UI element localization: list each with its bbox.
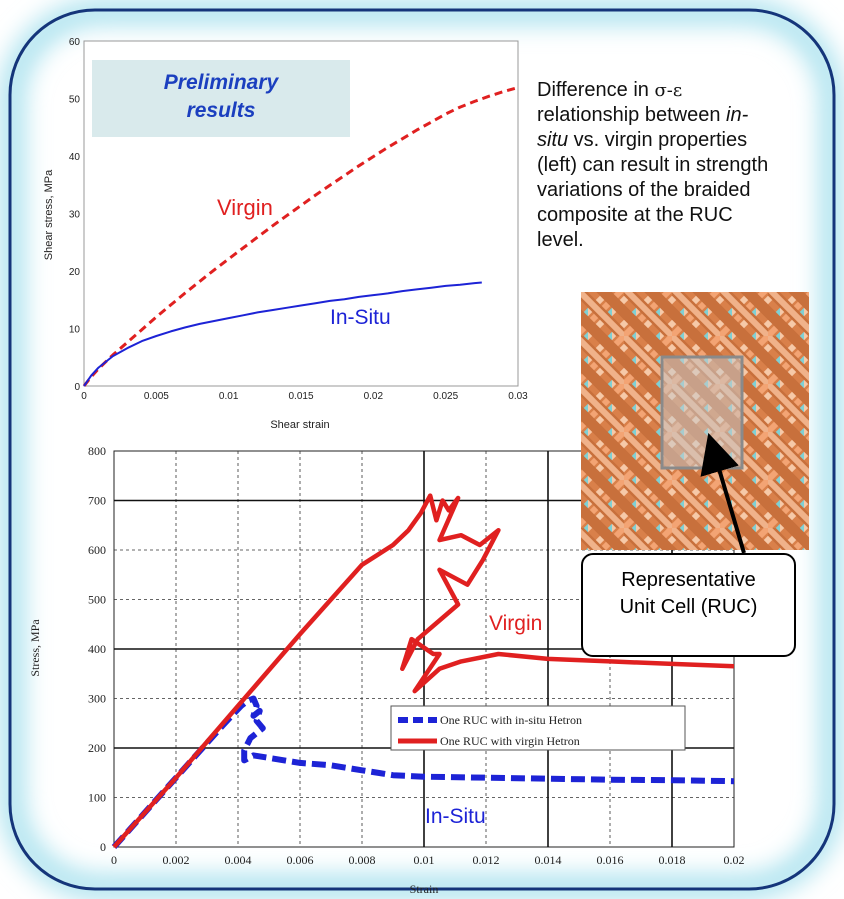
annotation-line6: composite at the RUC: [537, 204, 733, 226]
bottom-chart-series: [111, 493, 735, 850]
bottom-chart-ticks: 0 0.002 0.004 0.006 0.008 0.01 0.012 0.014 0.016…: [88, 444, 745, 867]
ytick-label: 600: [88, 543, 106, 557]
xtick-label: 0.016: [597, 853, 624, 867]
ruc-highlight: [660, 355, 744, 470]
ytick-label: 20: [69, 267, 81, 278]
xtick-label: 0.015: [288, 391, 313, 402]
xtick-label: 0.008: [349, 853, 376, 867]
preliminary-label: Preliminary results: [92, 69, 350, 125]
bottom-ylabel: Stress, MPa: [28, 619, 42, 677]
ytick-label: 40: [69, 152, 81, 163]
legend-label-insitu: One RUC with in-situ Hetron: [440, 713, 582, 727]
ytick-label: 0: [100, 840, 106, 854]
ytick-label: 200: [88, 741, 106, 755]
annotation-text: Difference in σ-ε relationship between i…: [537, 78, 837, 253]
annotation-line7: level.: [537, 229, 584, 251]
ytick-label: 0: [74, 382, 80, 393]
preliminary-box: [92, 60, 350, 137]
xtick-label: 0.014: [535, 853, 562, 867]
annotation-line3-rest: vs. virgin properties: [568, 129, 748, 151]
top-xlabel: Shear strain: [270, 419, 329, 431]
legend-box: [390, 705, 686, 751]
ytick-label: 30: [69, 210, 81, 221]
series-line-1: [83, 281, 482, 387]
xtick-label: 0.004: [225, 853, 252, 867]
ytick-label: 700: [88, 494, 106, 508]
braid-image: [581, 292, 809, 550]
ytick-label: 100: [88, 791, 106, 805]
bottom-virgin-label: Virgin: [489, 612, 543, 635]
xtick-label: 0.002: [163, 853, 190, 867]
ruc-callout-line2: Unit Cell (RUC): [619, 596, 758, 618]
xtick-label: 0.02: [364, 391, 384, 402]
ytick-label: 500: [88, 593, 106, 607]
annotation-line3-italic: situ: [537, 129, 569, 151]
xtick-label: 0.01: [414, 853, 435, 867]
ruc-arrow: [700, 432, 746, 554]
xtick-label: 0: [81, 391, 87, 402]
preliminary-line1: Preliminary: [163, 71, 279, 94]
ruc-callout-line1: Representative: [621, 569, 756, 591]
annotation-line5: variations of the braided: [537, 179, 751, 201]
bottom-xlabel: Strain: [410, 882, 439, 896]
xtick-label: 0.03: [508, 391, 528, 402]
top-chart-ticks: 0 0.005 0.01 0.015 0.02 0.025 0.03 0 10 20 30 40 50 6…: [69, 37, 528, 402]
annotation-line2-italic: in-: [726, 104, 749, 126]
xtick-label: 0.006: [287, 853, 314, 867]
annotation-line1-prefix: Difference in: [537, 79, 655, 101]
ruc-callout: Representative Unit Cell (RUC): [581, 553, 796, 657]
bottom-insitu-label: In-Situ: [425, 805, 486, 828]
xtick-label: 0.005: [144, 391, 169, 402]
preliminary-line2: results: [186, 99, 256, 122]
annotation-line4: (left) can result in strength: [537, 154, 769, 176]
xtick-label: 0.018: [659, 853, 686, 867]
sigma-epsilon-symbol: σ-ε: [654, 80, 683, 101]
top-virgin-label: Virgin: [217, 195, 273, 220]
top-insitu-label: In-Situ: [330, 306, 391, 329]
bottom-legend: One RUC with in-situ Hetron One RUC with…: [390, 705, 686, 751]
series-line-1: [112, 493, 735, 849]
ytick-label: 50: [69, 95, 81, 106]
top-chart-series: [82, 86, 519, 387]
ytick-label: 10: [69, 325, 81, 336]
series-line-0: [82, 86, 519, 387]
annotation-line2-prefix: relationship between: [537, 104, 727, 126]
ytick-label: 60: [69, 37, 81, 48]
legend-label-virgin: One RUC with virgin Hetron: [440, 734, 580, 748]
xtick-label: 0.02: [724, 853, 745, 867]
ytick-label: 400: [88, 642, 106, 656]
ytick-label: 300: [88, 692, 106, 706]
xtick-label: 0.012: [473, 853, 500, 867]
xtick-label: 0: [111, 853, 117, 867]
top-ylabel: Shear stress, MPa: [43, 169, 55, 260]
xtick-label: 0.01: [219, 391, 239, 402]
frame-border: [8, 8, 836, 891]
ytick-label: 800: [88, 444, 106, 458]
xtick-label: 0.025: [433, 391, 458, 402]
